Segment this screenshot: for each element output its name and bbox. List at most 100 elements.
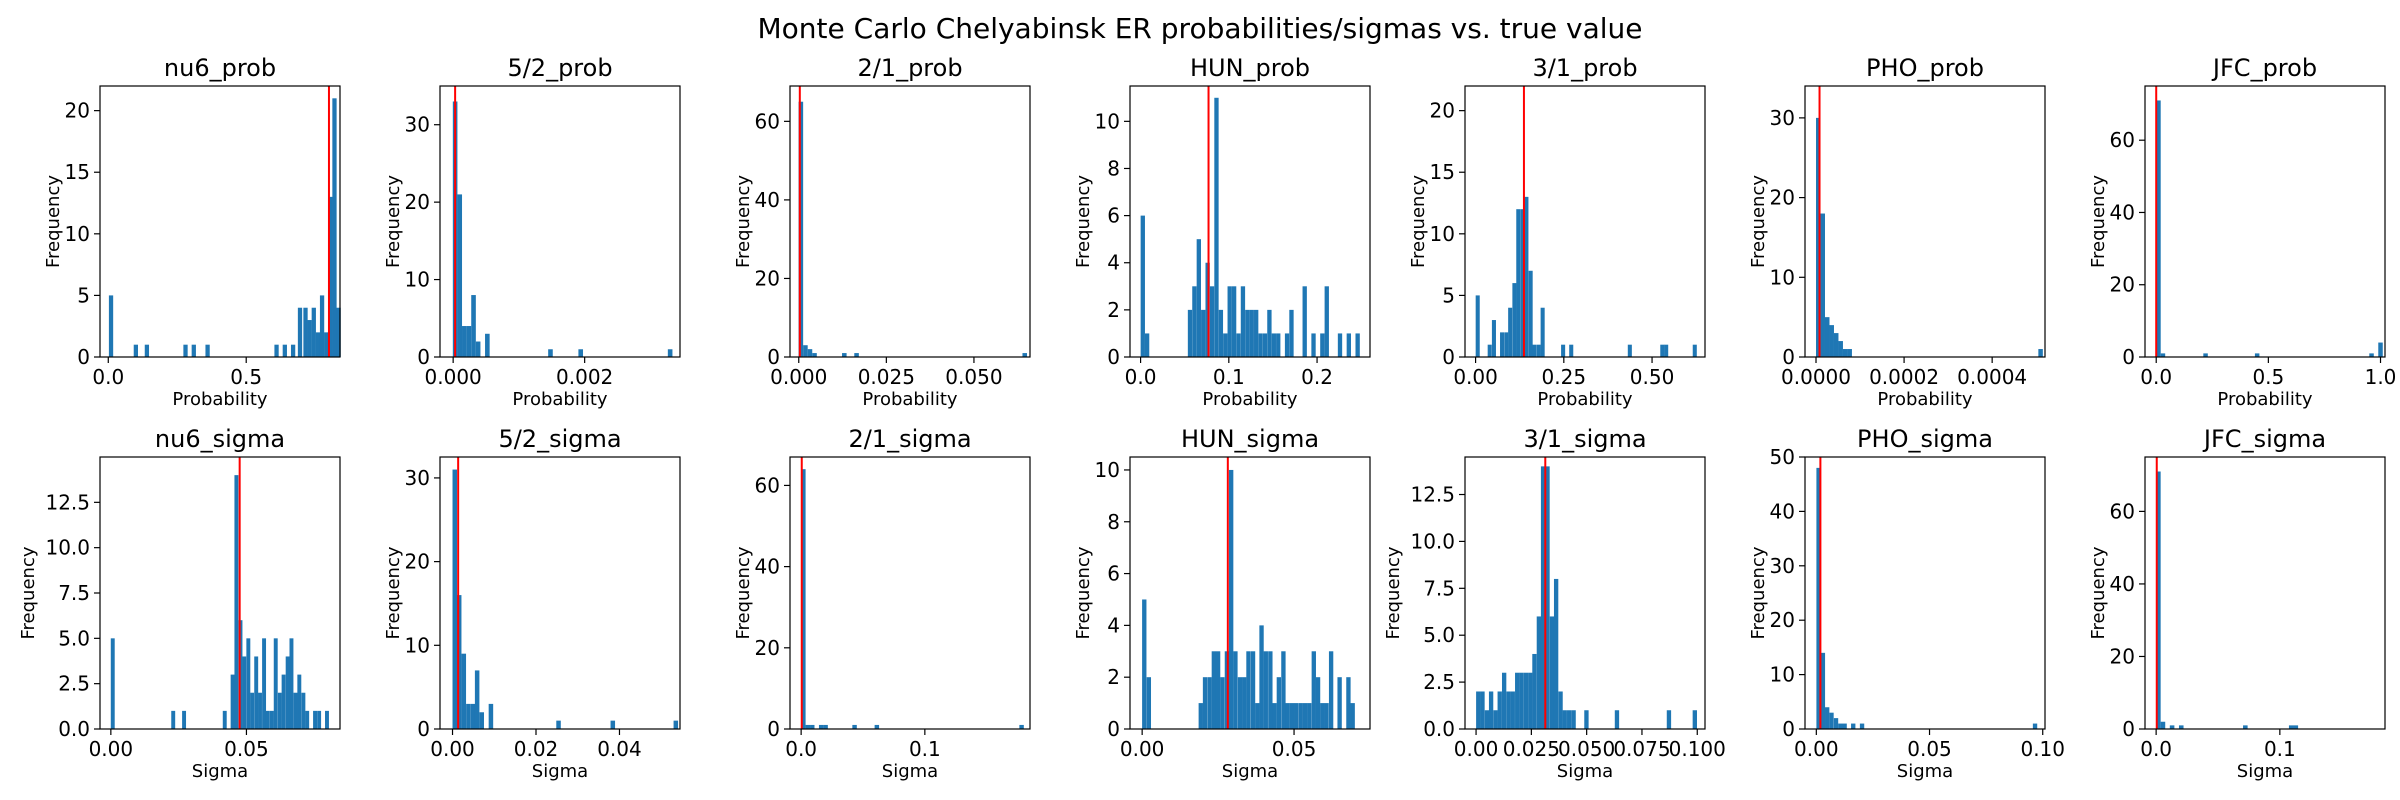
- histogram-bar: [1847, 349, 1852, 357]
- histogram-bar: [2203, 353, 2208, 357]
- histogram-bar: [1302, 286, 1307, 357]
- histogram-bar: [324, 332, 329, 357]
- y-tick-label: 10: [405, 633, 430, 657]
- histogram-bar: [457, 194, 463, 357]
- histogram-2_1_prob: 2/1_prob 0.000 0.025 0.050 0 20 40 60 Probabilit…: [733, 54, 1031, 410]
- histogram-bar: [1228, 469, 1234, 729]
- histogram-bar: [485, 333, 490, 357]
- histogram-bar: [1504, 332, 1509, 357]
- y-tick-label: 40: [755, 188, 780, 212]
- histogram-bar: [282, 344, 287, 357]
- y-tick-label: 5.0: [1423, 623, 1455, 647]
- y-tick-label: 0: [1442, 345, 1455, 369]
- histogram-bar: [1519, 672, 1524, 729]
- x-axis-label: Probability: [172, 389, 267, 410]
- y-tick-label: 20: [405, 550, 430, 574]
- histogram-bar: [673, 720, 679, 729]
- histogram-bar: [818, 724, 824, 729]
- y-tick-label: 15: [1430, 160, 1455, 184]
- histogram-bar: [1214, 97, 1219, 358]
- histogram-bar: [1838, 341, 1843, 357]
- x-tick-label: 0.00: [1454, 737, 1499, 761]
- histogram-bar: [1328, 651, 1334, 729]
- histogram-bar: [144, 344, 150, 357]
- histogram-bar: [1218, 309, 1224, 357]
- histogram-bar: [1324, 703, 1329, 729]
- histogram-bar: [307, 320, 312, 357]
- histogram-bar: [1223, 333, 1228, 357]
- y-tick-label: 60: [755, 473, 780, 497]
- x-tick-label: 0.00: [430, 737, 475, 761]
- x-tick-label: 0.000: [425, 365, 482, 389]
- histogram-bar: [1298, 703, 1303, 729]
- x-axis-label: Sigma: [1222, 761, 1278, 782]
- histogram-bar: [234, 475, 239, 729]
- axes-frame: [789, 85, 1031, 358]
- axes-frame: [1804, 85, 2046, 358]
- histogram-bar: [1355, 333, 1360, 357]
- x-tick-label: 0.2: [1301, 365, 1333, 389]
- histogram-bar: [242, 656, 247, 729]
- y-tick-label: 12.5: [45, 490, 90, 514]
- x-tick-label: 0.050: [1558, 737, 1615, 761]
- histogram-bar: [133, 344, 138, 357]
- histogram-bar: [1192, 286, 1197, 357]
- panel-title: 2/1_prob: [857, 54, 962, 82]
- histogram-bar: [1820, 213, 1825, 357]
- y-tick-label: 12.5: [1410, 483, 1455, 507]
- y-axis-label: Frequency: [1383, 546, 1404, 639]
- histogram-bar: [1346, 677, 1351, 729]
- histogram-PHO_prob: PHO_prob 0.0000 0.0002 0.0004 0 10 20 30 Probabi…: [1748, 54, 2046, 410]
- histogram-bar: [1346, 333, 1351, 357]
- histogram-5_2_sigma: 5/2_sigma 0.00 0.02 0.04 0 10 20 30 Sigma Frequen…: [383, 425, 681, 782]
- histogram-3_1_prob: 3/1_prob 0.00 0.25 0.50 0 5 10 15 20 Probability F…: [1408, 54, 1706, 410]
- axes-frame: [99, 456, 341, 730]
- y-tick-label: 0: [1107, 345, 1120, 369]
- histogram-bar: [2160, 353, 2166, 357]
- histogram-bar: [1692, 344, 1697, 357]
- histogram-bar: [1284, 333, 1290, 357]
- y-tick-label: 40: [755, 555, 780, 579]
- y-tick-label: 5: [1442, 283, 1455, 307]
- histogram-bar: [1484, 710, 1490, 729]
- histogram-bar: [1833, 718, 1839, 729]
- histogram-bar: [548, 349, 553, 357]
- histogram-bar: [1520, 209, 1525, 357]
- histogram-bar: [1324, 286, 1329, 357]
- histogram-bar: [1829, 325, 1834, 357]
- y-tick-label: 60: [2110, 128, 2135, 152]
- histogram-bar: [277, 692, 282, 729]
- histogram-bar: [1227, 286, 1232, 357]
- histogram-bar: [1311, 333, 1316, 357]
- histogram-bar: [315, 332, 321, 357]
- histogram-bar: [1019, 724, 1024, 729]
- histogram-bar: [317, 710, 322, 729]
- histogram-bar: [262, 638, 267, 729]
- histogram-bar: [2243, 725, 2248, 729]
- histogram-bar: [1562, 710, 1567, 729]
- histogram-bar: [273, 638, 278, 729]
- histogram-bar: [290, 344, 296, 357]
- axes-frame: [2144, 456, 2386, 730]
- histogram-bar: [1289, 703, 1295, 729]
- histogram-bar: [1236, 333, 1241, 357]
- histogram-HUN_prob: HUN_prob 0.0 0.1 0.2 0 2 4 6 8 10 Probability Frequ…: [1073, 54, 1371, 410]
- x-tick-label: 0.0004: [1957, 365, 2027, 389]
- panel-title: JFC_sigma: [2202, 425, 2326, 453]
- histogram-bar: [1488, 691, 1494, 729]
- y-axis-label: Frequency: [2088, 546, 2109, 639]
- histogram-bar: [1276, 677, 1282, 729]
- histogram-bar: [1816, 117, 1821, 357]
- y-tick-label: 10.0: [45, 536, 90, 560]
- histogram-bar: [466, 326, 472, 357]
- y-tick-label: 30: [405, 466, 430, 490]
- histogram-bar: [1692, 710, 1697, 729]
- histogram-bar: [807, 349, 813, 357]
- histogram-bar: [1627, 344, 1632, 357]
- histogram-bar: [1515, 672, 1520, 729]
- histogram-bar: [325, 710, 329, 729]
- histogram-bar: [2378, 342, 2383, 357]
- histogram-bar: [246, 638, 251, 729]
